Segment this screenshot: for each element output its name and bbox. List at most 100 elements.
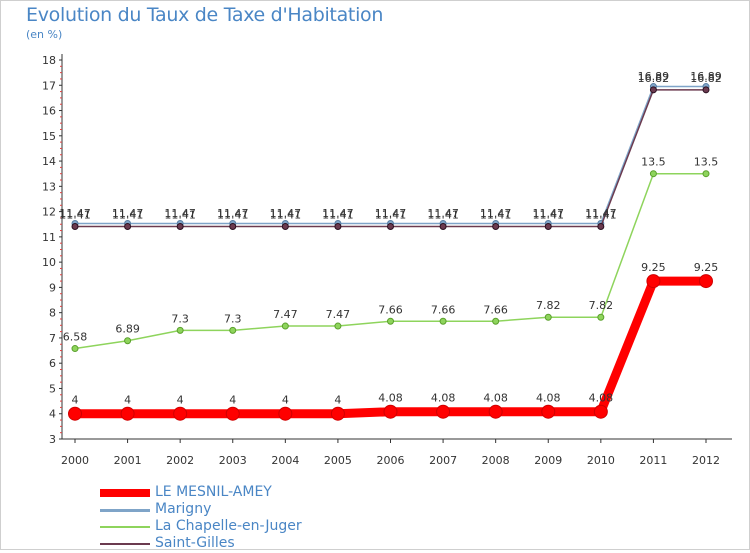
data-label: 11.41	[270, 209, 302, 222]
data-label: 4.08	[536, 392, 561, 405]
data-label: 11.47	[112, 207, 144, 220]
series-point	[387, 317, 394, 325]
x-tick-label: 2000	[61, 454, 89, 467]
y-tick-label: 17	[42, 79, 56, 92]
y-tick-label: 3	[49, 433, 56, 446]
series-point	[330, 406, 345, 421]
series-point	[436, 404, 451, 419]
series-point	[541, 404, 556, 419]
series-point	[281, 223, 289, 231]
legend-swatch	[100, 508, 150, 512]
data-label: 4.08	[483, 392, 508, 405]
series-point	[334, 322, 342, 330]
y-tick-label: 12	[42, 206, 56, 219]
data-label: 11.47	[427, 207, 459, 220]
y-tick-label: 15	[42, 130, 56, 143]
series-point	[387, 223, 394, 231]
x-tick-label: 2008	[482, 454, 510, 467]
data-label: 16.89	[690, 70, 722, 83]
series-point	[176, 326, 184, 334]
series-point	[229, 326, 237, 334]
data-label: 11.41	[217, 209, 249, 222]
series-point	[597, 223, 605, 231]
series-point	[544, 223, 552, 231]
data-label: 11.47	[217, 207, 249, 220]
data-label: 4	[177, 394, 184, 407]
data-label: 11.41	[112, 209, 144, 222]
y-tick-label: 6	[49, 357, 56, 370]
data-label: 7.3	[224, 312, 242, 325]
data-label: 7.3	[171, 312, 189, 325]
chart-title: Evolution du Taux de Taxe d'Habitation	[26, 4, 384, 26]
series-point	[120, 406, 135, 421]
data-label: 4	[124, 394, 131, 407]
data-label: 16.82	[638, 72, 670, 85]
series-point	[383, 404, 398, 419]
legend-label: LE MESNIL-AMEY	[155, 484, 272, 500]
chart-subtitle: (en %)	[26, 28, 63, 41]
data-label: 4	[334, 394, 341, 407]
series-point	[334, 223, 342, 231]
x-tick-label: 2006	[377, 454, 405, 467]
data-label: 6.58	[63, 331, 88, 344]
y-tick-label: 5	[49, 382, 56, 395]
data-label: 11.47	[480, 207, 512, 220]
y-tick-label: 8	[49, 307, 56, 320]
data-label: 11.47	[375, 207, 407, 220]
data-label: 7.47	[273, 308, 298, 321]
x-tick-label: 2003	[219, 454, 247, 467]
series-point	[124, 337, 132, 345]
data-label: 9.25	[641, 261, 666, 274]
y-tick-label: 4	[49, 408, 56, 421]
data-label: 7.66	[378, 303, 403, 316]
data-label: 4.08	[378, 392, 403, 405]
x-tick-label: 2001	[114, 454, 142, 467]
series-point	[492, 223, 500, 231]
series-point	[649, 86, 657, 94]
series-point	[649, 170, 657, 178]
legend-label: La Chapelle-en-Juger	[155, 518, 302, 534]
series-point	[699, 274, 713, 289]
data-label: 7.82	[536, 299, 561, 312]
data-label: 7.66	[483, 303, 508, 316]
data-label: 11.47	[585, 207, 617, 220]
series-point	[597, 313, 605, 321]
series-point	[439, 223, 447, 231]
data-label: 11.47	[164, 207, 196, 220]
legend-label: Marigny	[155, 501, 212, 517]
data-label: 11.41	[480, 209, 512, 222]
data-label: 4	[282, 394, 289, 407]
data-label: 4.08	[431, 392, 456, 405]
x-tick-label: 2009	[534, 454, 562, 467]
legend-swatch	[100, 526, 150, 528]
data-label: 13.5	[694, 156, 719, 169]
y-tick-label: 10	[42, 256, 56, 269]
data-label: 16.82	[690, 72, 722, 85]
y-tick-label: 11	[42, 231, 56, 244]
series-point	[702, 170, 710, 178]
y-tick-label: 7	[49, 332, 56, 345]
data-label: 16.89	[638, 70, 670, 83]
y-tick-label: 9	[49, 281, 56, 294]
series-point	[439, 317, 447, 325]
data-label: 7.66	[431, 303, 456, 316]
data-label: 9.25	[694, 261, 719, 274]
x-tick-label: 2012	[692, 454, 720, 467]
series-point	[225, 406, 240, 421]
x-tick-label: 2007	[429, 454, 457, 467]
series-point	[173, 406, 188, 421]
series-point	[593, 404, 608, 419]
x-tick-label: 2005	[324, 454, 352, 467]
series-line-marigny	[75, 85, 706, 225]
legend-swatch	[100, 489, 150, 497]
data-label: 7.47	[326, 308, 351, 321]
data-label: 4	[72, 394, 79, 407]
data-label: 11.41	[533, 209, 565, 222]
series-point	[281, 322, 289, 330]
data-label: 11.41	[322, 209, 354, 222]
legend-swatch	[100, 543, 150, 545]
series-point	[124, 223, 132, 231]
data-label: 13.5	[641, 156, 666, 169]
data-label: 11.47	[270, 207, 302, 220]
x-tick-label: 2011	[639, 454, 667, 467]
